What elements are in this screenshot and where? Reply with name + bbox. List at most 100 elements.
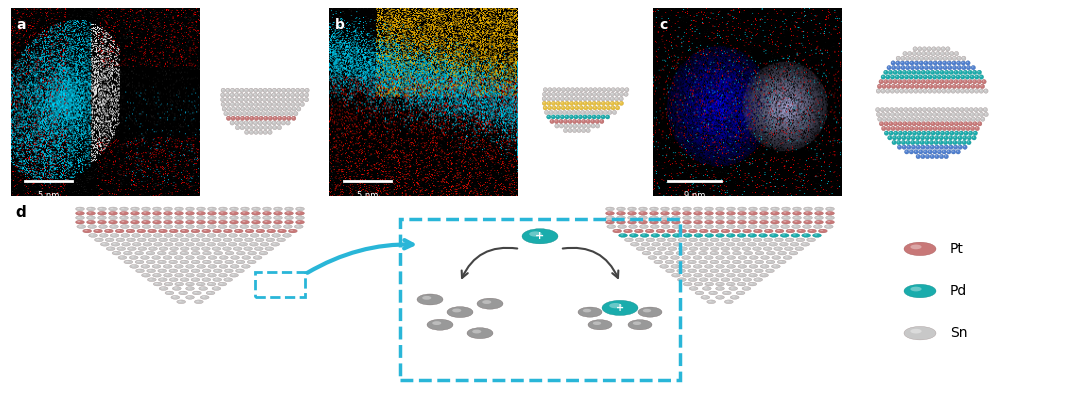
Circle shape	[159, 252, 162, 253]
Circle shape	[135, 251, 144, 255]
Circle shape	[976, 117, 981, 121]
Circle shape	[586, 129, 589, 130]
Circle shape	[913, 52, 915, 54]
Circle shape	[176, 265, 179, 267]
Circle shape	[935, 136, 936, 138]
Circle shape	[86, 211, 95, 215]
Circle shape	[581, 111, 583, 112]
Circle shape	[139, 247, 143, 249]
Circle shape	[760, 234, 764, 236]
Circle shape	[272, 121, 276, 125]
Circle shape	[901, 65, 905, 70]
Circle shape	[948, 117, 953, 121]
Circle shape	[110, 234, 119, 237]
Circle shape	[701, 239, 704, 240]
Text: +: +	[536, 231, 544, 241]
Circle shape	[827, 208, 831, 209]
Circle shape	[955, 122, 957, 124]
Circle shape	[740, 274, 742, 275]
Circle shape	[620, 234, 623, 236]
Circle shape	[649, 211, 659, 215]
Circle shape	[225, 269, 233, 273]
Circle shape	[727, 220, 735, 224]
Circle shape	[197, 220, 205, 224]
Circle shape	[149, 279, 152, 280]
Circle shape	[910, 140, 915, 145]
Circle shape	[472, 330, 482, 333]
Circle shape	[595, 124, 599, 128]
Circle shape	[245, 98, 246, 100]
Circle shape	[981, 84, 985, 88]
Circle shape	[648, 256, 657, 259]
Circle shape	[703, 296, 705, 297]
Circle shape	[918, 122, 919, 124]
Circle shape	[97, 216, 107, 220]
Circle shape	[278, 89, 280, 90]
Circle shape	[251, 225, 259, 229]
Circle shape	[590, 110, 594, 115]
Circle shape	[625, 230, 629, 231]
Circle shape	[186, 287, 194, 290]
Circle shape	[225, 112, 226, 114]
Circle shape	[958, 136, 962, 140]
Circle shape	[175, 273, 184, 277]
Circle shape	[166, 292, 170, 293]
Circle shape	[117, 247, 125, 251]
Circle shape	[677, 269, 686, 273]
Circle shape	[921, 141, 922, 143]
Circle shape	[640, 216, 644, 218]
Circle shape	[193, 270, 195, 271]
Circle shape	[219, 256, 228, 259]
Circle shape	[663, 225, 666, 227]
Circle shape	[918, 108, 920, 110]
Circle shape	[934, 145, 940, 149]
Circle shape	[580, 88, 582, 90]
Circle shape	[731, 238, 741, 242]
Circle shape	[933, 61, 937, 65]
Circle shape	[267, 112, 268, 114]
Circle shape	[740, 208, 742, 209]
Circle shape	[556, 97, 559, 101]
Circle shape	[186, 220, 194, 224]
Circle shape	[123, 251, 132, 255]
Circle shape	[941, 122, 943, 124]
Circle shape	[638, 216, 647, 220]
Circle shape	[814, 216, 823, 220]
Circle shape	[649, 247, 651, 249]
Circle shape	[825, 207, 835, 211]
Circle shape	[238, 261, 241, 262]
Circle shape	[956, 132, 957, 133]
Circle shape	[942, 47, 944, 49]
Circle shape	[561, 92, 565, 97]
Circle shape	[940, 118, 941, 119]
Circle shape	[259, 251, 268, 255]
Circle shape	[945, 146, 946, 147]
Circle shape	[930, 79, 934, 84]
Circle shape	[598, 88, 599, 90]
Circle shape	[573, 115, 578, 119]
Circle shape	[954, 136, 958, 140]
Circle shape	[586, 124, 591, 128]
Circle shape	[910, 113, 912, 115]
Circle shape	[286, 98, 288, 100]
Circle shape	[889, 70, 893, 74]
Circle shape	[716, 234, 725, 237]
Circle shape	[974, 132, 975, 133]
Circle shape	[617, 88, 618, 90]
Circle shape	[191, 247, 200, 251]
Circle shape	[241, 117, 243, 118]
Circle shape	[175, 234, 184, 237]
Circle shape	[748, 234, 757, 237]
Circle shape	[976, 127, 977, 128]
Circle shape	[676, 251, 685, 255]
Circle shape	[204, 270, 207, 271]
Circle shape	[678, 238, 687, 242]
Circle shape	[548, 102, 549, 103]
Circle shape	[926, 136, 930, 140]
Circle shape	[658, 247, 666, 251]
Circle shape	[265, 212, 268, 213]
Circle shape	[252, 111, 256, 116]
Circle shape	[563, 88, 564, 90]
Circle shape	[762, 265, 765, 267]
Circle shape	[766, 269, 774, 273]
